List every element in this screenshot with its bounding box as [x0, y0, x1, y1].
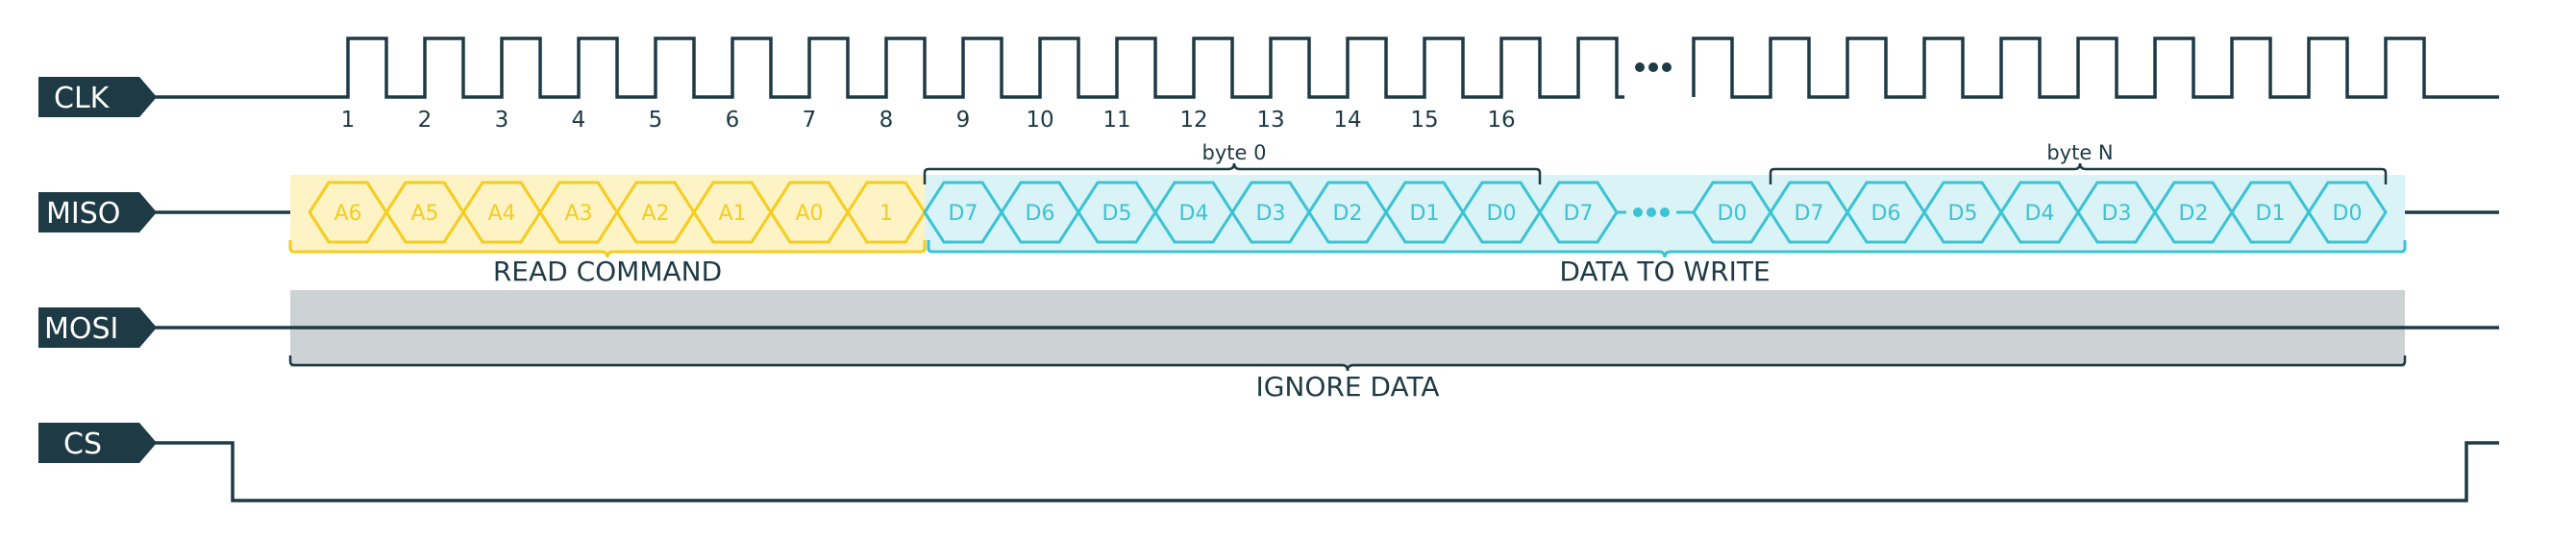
- clock-number: 5: [649, 108, 663, 133]
- miso-cell-label: D1: [2256, 202, 2286, 226]
- clk-waveform-tail: [1692, 37, 2499, 99]
- mosi-label: MOSI: [38, 307, 157, 348]
- miso-cell-label: D3: [2102, 202, 2132, 226]
- clk-label: CLK: [38, 77, 157, 117]
- miso-cell-label: D1: [1410, 202, 1440, 226]
- miso-cell-label: D4: [1179, 202, 1209, 226]
- miso-cell-label: D6: [1871, 202, 1901, 226]
- ignore-data-brace: [288, 355, 2407, 372]
- miso-cell-label: D6: [1026, 202, 1055, 226]
- clock-number: 1: [341, 108, 356, 133]
- miso-cell-label: D0: [1487, 202, 1517, 226]
- clk-waveform: [154, 37, 1624, 99]
- miso-cell-label: A2: [641, 202, 669, 226]
- miso-cell-label: A1: [718, 202, 746, 226]
- clock-number: 14: [1333, 108, 1361, 133]
- clock-number: 16: [1487, 108, 1515, 133]
- clock-number: 10: [1026, 108, 1053, 133]
- miso-cell-label: D4: [2025, 202, 2055, 226]
- svg-text:MOSI: MOSI: [44, 312, 118, 346]
- clock-number: 13: [1256, 108, 1284, 133]
- miso-cell-label: A3: [564, 202, 592, 226]
- data-to-write-label: DATA TO WRITE: [1559, 256, 1770, 287]
- clock-number: 6: [726, 108, 740, 133]
- miso-cell-label: A4: [487, 202, 515, 226]
- miso-label: MISO: [38, 192, 157, 232]
- clock-number: 15: [1410, 108, 1438, 133]
- miso-cell-label: D2: [2179, 202, 2209, 226]
- miso-cell-label: D7: [949, 202, 978, 226]
- byte0-label: byte 0: [1202, 141, 1267, 164]
- miso-cell-label: A6: [334, 202, 361, 226]
- miso-cell-label: 1: [879, 202, 893, 226]
- clock-number: 7: [803, 108, 817, 133]
- miso-cell-label: D5: [1102, 202, 1132, 226]
- svg-text:CLK: CLK: [54, 82, 111, 115]
- clock-number: 11: [1102, 108, 1130, 133]
- read-command-label: READ COMMAND: [493, 256, 722, 287]
- miso-ellipsis: [1617, 208, 1694, 217]
- miso-cell-label: D0: [1718, 202, 1747, 226]
- read-command-region: [290, 175, 925, 252]
- data-to-write-brace: [927, 240, 2407, 258]
- ignore-data-label: IGNORE DATA: [1255, 371, 1439, 403]
- miso-cell-label: D5: [1948, 202, 1978, 226]
- clock-number: 9: [956, 108, 971, 133]
- clock-number-group: 1 2 3 4 5 6 7 8 9 10 11 12 13 14 15 16: [341, 108, 1516, 133]
- svg-text:MISO: MISO: [46, 197, 120, 231]
- clock-number: 12: [1179, 108, 1207, 133]
- clock-number: 8: [879, 108, 894, 133]
- cs-waveform: [154, 441, 2499, 502]
- miso-cell-label: D0: [2333, 202, 2363, 226]
- miso-cell-label: D7: [1795, 202, 1824, 226]
- miso-cell-label: D3: [1256, 202, 1286, 226]
- miso-cell-label: A5: [410, 202, 438, 226]
- byteN-label: byte N: [2046, 141, 2113, 164]
- clk-ellipsis: [1635, 62, 1672, 72]
- byteN-brace: [1769, 162, 2388, 184]
- miso-cell-label: D7: [1564, 202, 1594, 226]
- miso-cell-label: D2: [1333, 202, 1363, 226]
- svg-text:CS: CS: [63, 428, 102, 461]
- byte0-brace: [923, 162, 1542, 184]
- clock-number: 4: [572, 108, 586, 133]
- miso-cell-label: A0: [795, 202, 823, 226]
- clock-number: 3: [495, 108, 509, 133]
- read-command-brace: [288, 240, 927, 258]
- cs-label: CS: [38, 423, 157, 463]
- clock-number: 2: [418, 108, 433, 133]
- miso-cell: [2307, 181, 2388, 244]
- miso-cell-group: A6 A5 A4 A3 A2 A1 A0 1 D7 D6 D5 D4 D3 D2 D1 D0 D7 D0 D7 D6 D…: [308, 181, 2388, 244]
